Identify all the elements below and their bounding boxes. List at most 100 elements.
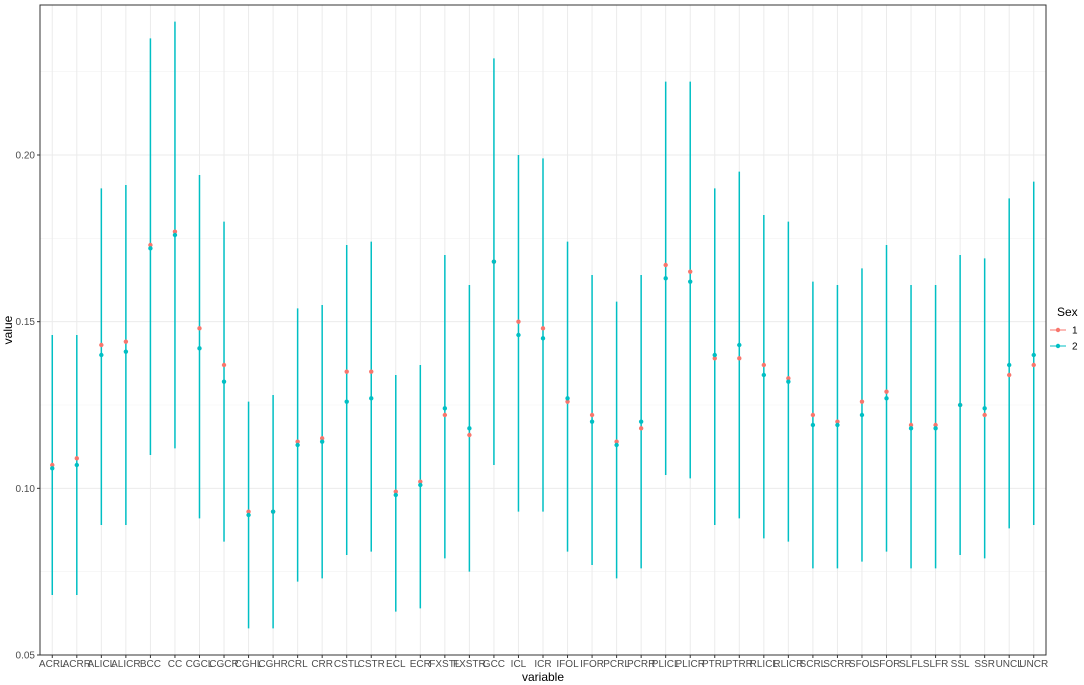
data-point-series-1 — [908, 422, 914, 428]
data-point-series-1 — [835, 419, 840, 424]
data-point-series-2 — [99, 352, 104, 358]
data-point-series-1 — [540, 326, 546, 331]
data-point-series-1 — [123, 339, 129, 344]
x-tick-label: CSTR — [358, 659, 385, 670]
data-point-series-2 — [74, 462, 80, 468]
x-tick-label: SFOR — [873, 659, 901, 670]
x-tick-label: ALICR — [111, 659, 140, 670]
data-point-series-2 — [638, 419, 644, 424]
data-point-series-1 — [737, 356, 742, 361]
data-point-series-2 — [369, 396, 374, 401]
data-point-series-1 — [982, 412, 987, 418]
x-axis-title: variable — [522, 670, 564, 684]
x-tick-label: CGCL — [186, 659, 214, 670]
data-point-series-2 — [442, 406, 448, 411]
data-point-series-2 — [221, 379, 227, 384]
x-tick-label: PLICL — [652, 659, 680, 670]
legend-key-point — [1055, 327, 1061, 333]
data-point-series-2 — [418, 482, 423, 488]
x-tick-label: CSTL — [334, 659, 360, 670]
data-point-series-2 — [1006, 362, 1012, 368]
data-point-series-1 — [246, 509, 251, 514]
data-point-series-1 — [712, 356, 717, 361]
x-tick-label: FXSTL — [429, 659, 461, 670]
data-point-series-1 — [172, 229, 178, 234]
x-tick-label: PCRR — [627, 659, 655, 670]
x-tick-label: UNCL — [996, 659, 1024, 670]
x-tick-label: SLFR — [923, 659, 949, 670]
data-point-series-1 — [810, 412, 816, 418]
data-point-series-2 — [859, 412, 865, 418]
data-point-series-2 — [467, 426, 472, 431]
x-tick-label: ICR — [534, 659, 551, 670]
x-tick-label: ICL — [511, 659, 527, 670]
data-point-series-2 — [908, 426, 914, 431]
data-point-series-2 — [810, 422, 816, 428]
data-point-series-1 — [295, 439, 300, 444]
data-point-series-2 — [835, 422, 840, 428]
y-axis-ticks: 0.05 0.10 0.15 0.20 — [16, 151, 40, 662]
data-point-series-2 — [786, 379, 791, 384]
data-point-series-1 — [74, 456, 80, 461]
x-tick-label: BCC — [140, 659, 161, 670]
data-point-series-2 — [957, 402, 963, 408]
data-point-series-2 — [123, 349, 129, 354]
y-tick-label: 0.15 — [16, 317, 36, 328]
x-tick-label: CC — [168, 659, 182, 670]
data-point-series-1 — [369, 369, 374, 374]
x-tick-label: UNCR — [1019, 659, 1048, 670]
legend-label: 2 — [1072, 342, 1078, 353]
data-point-series-2 — [982, 406, 987, 411]
data-point-series-1 — [688, 269, 693, 274]
x-tick-label: PTRR — [726, 659, 753, 670]
data-point-series-1 — [319, 436, 325, 441]
data-point-series-2 — [933, 426, 938, 431]
x-tick-label: SSL — [951, 659, 970, 670]
x-tick-label: CRL — [288, 659, 308, 670]
data-point-series-2 — [712, 352, 717, 358]
data-point-series-2 — [344, 399, 349, 404]
x-tick-label: CGHR — [258, 659, 287, 670]
data-point-series-2 — [737, 342, 742, 348]
data-point-series-1 — [197, 326, 202, 331]
data-point-series-1 — [344, 369, 349, 374]
x-tick-label: ACRR — [63, 659, 91, 670]
data-point-series-2 — [688, 279, 693, 284]
data-point-series-2 — [589, 419, 595, 424]
x-tick-label: SFOL — [849, 659, 876, 670]
x-tick-label: RLICL — [750, 659, 779, 670]
data-point-series-2 — [614, 442, 619, 448]
legend-label: 1 — [1072, 326, 1078, 337]
data-point-series-2 — [319, 439, 325, 444]
data-point-series-1 — [516, 319, 521, 324]
x-tick-label: GCC — [483, 659, 505, 670]
data-point-series-2 — [246, 512, 251, 518]
data-point-series-1 — [418, 479, 423, 484]
x-tick-label: ECL — [386, 659, 406, 670]
data-point-series-1 — [565, 399, 570, 404]
data-point-series-1 — [663, 262, 668, 268]
data-point-series-1 — [1006, 372, 1012, 378]
x-tick-label: PLICR — [675, 659, 704, 670]
data-point-series-1 — [393, 489, 398, 494]
x-tick-label: SLFL — [899, 659, 923, 670]
x-tick-label: CRR — [311, 659, 333, 670]
x-tick-label: FXSTR — [453, 659, 486, 670]
y-tick-label: 0.10 — [16, 484, 36, 495]
data-point-series-2 — [1031, 352, 1036, 358]
data-point-series-1 — [786, 376, 791, 381]
data-point-series-2 — [148, 246, 153, 251]
data-point-series-2 — [565, 396, 570, 401]
data-point-series-2 — [761, 372, 767, 378]
legend-title: Sex — [1057, 305, 1078, 319]
x-tick-label: SCRL — [800, 659, 827, 670]
data-point-series-2 — [172, 232, 178, 238]
y-tick-label: 0.20 — [16, 151, 36, 162]
x-tick-label: ALICL — [87, 659, 115, 670]
data-point-series-1 — [638, 426, 644, 431]
data-point-series-1 — [442, 412, 448, 418]
data-point-series-2 — [884, 396, 889, 401]
x-tick-label: SCRR — [823, 659, 851, 670]
data-point-series-1 — [859, 399, 865, 404]
